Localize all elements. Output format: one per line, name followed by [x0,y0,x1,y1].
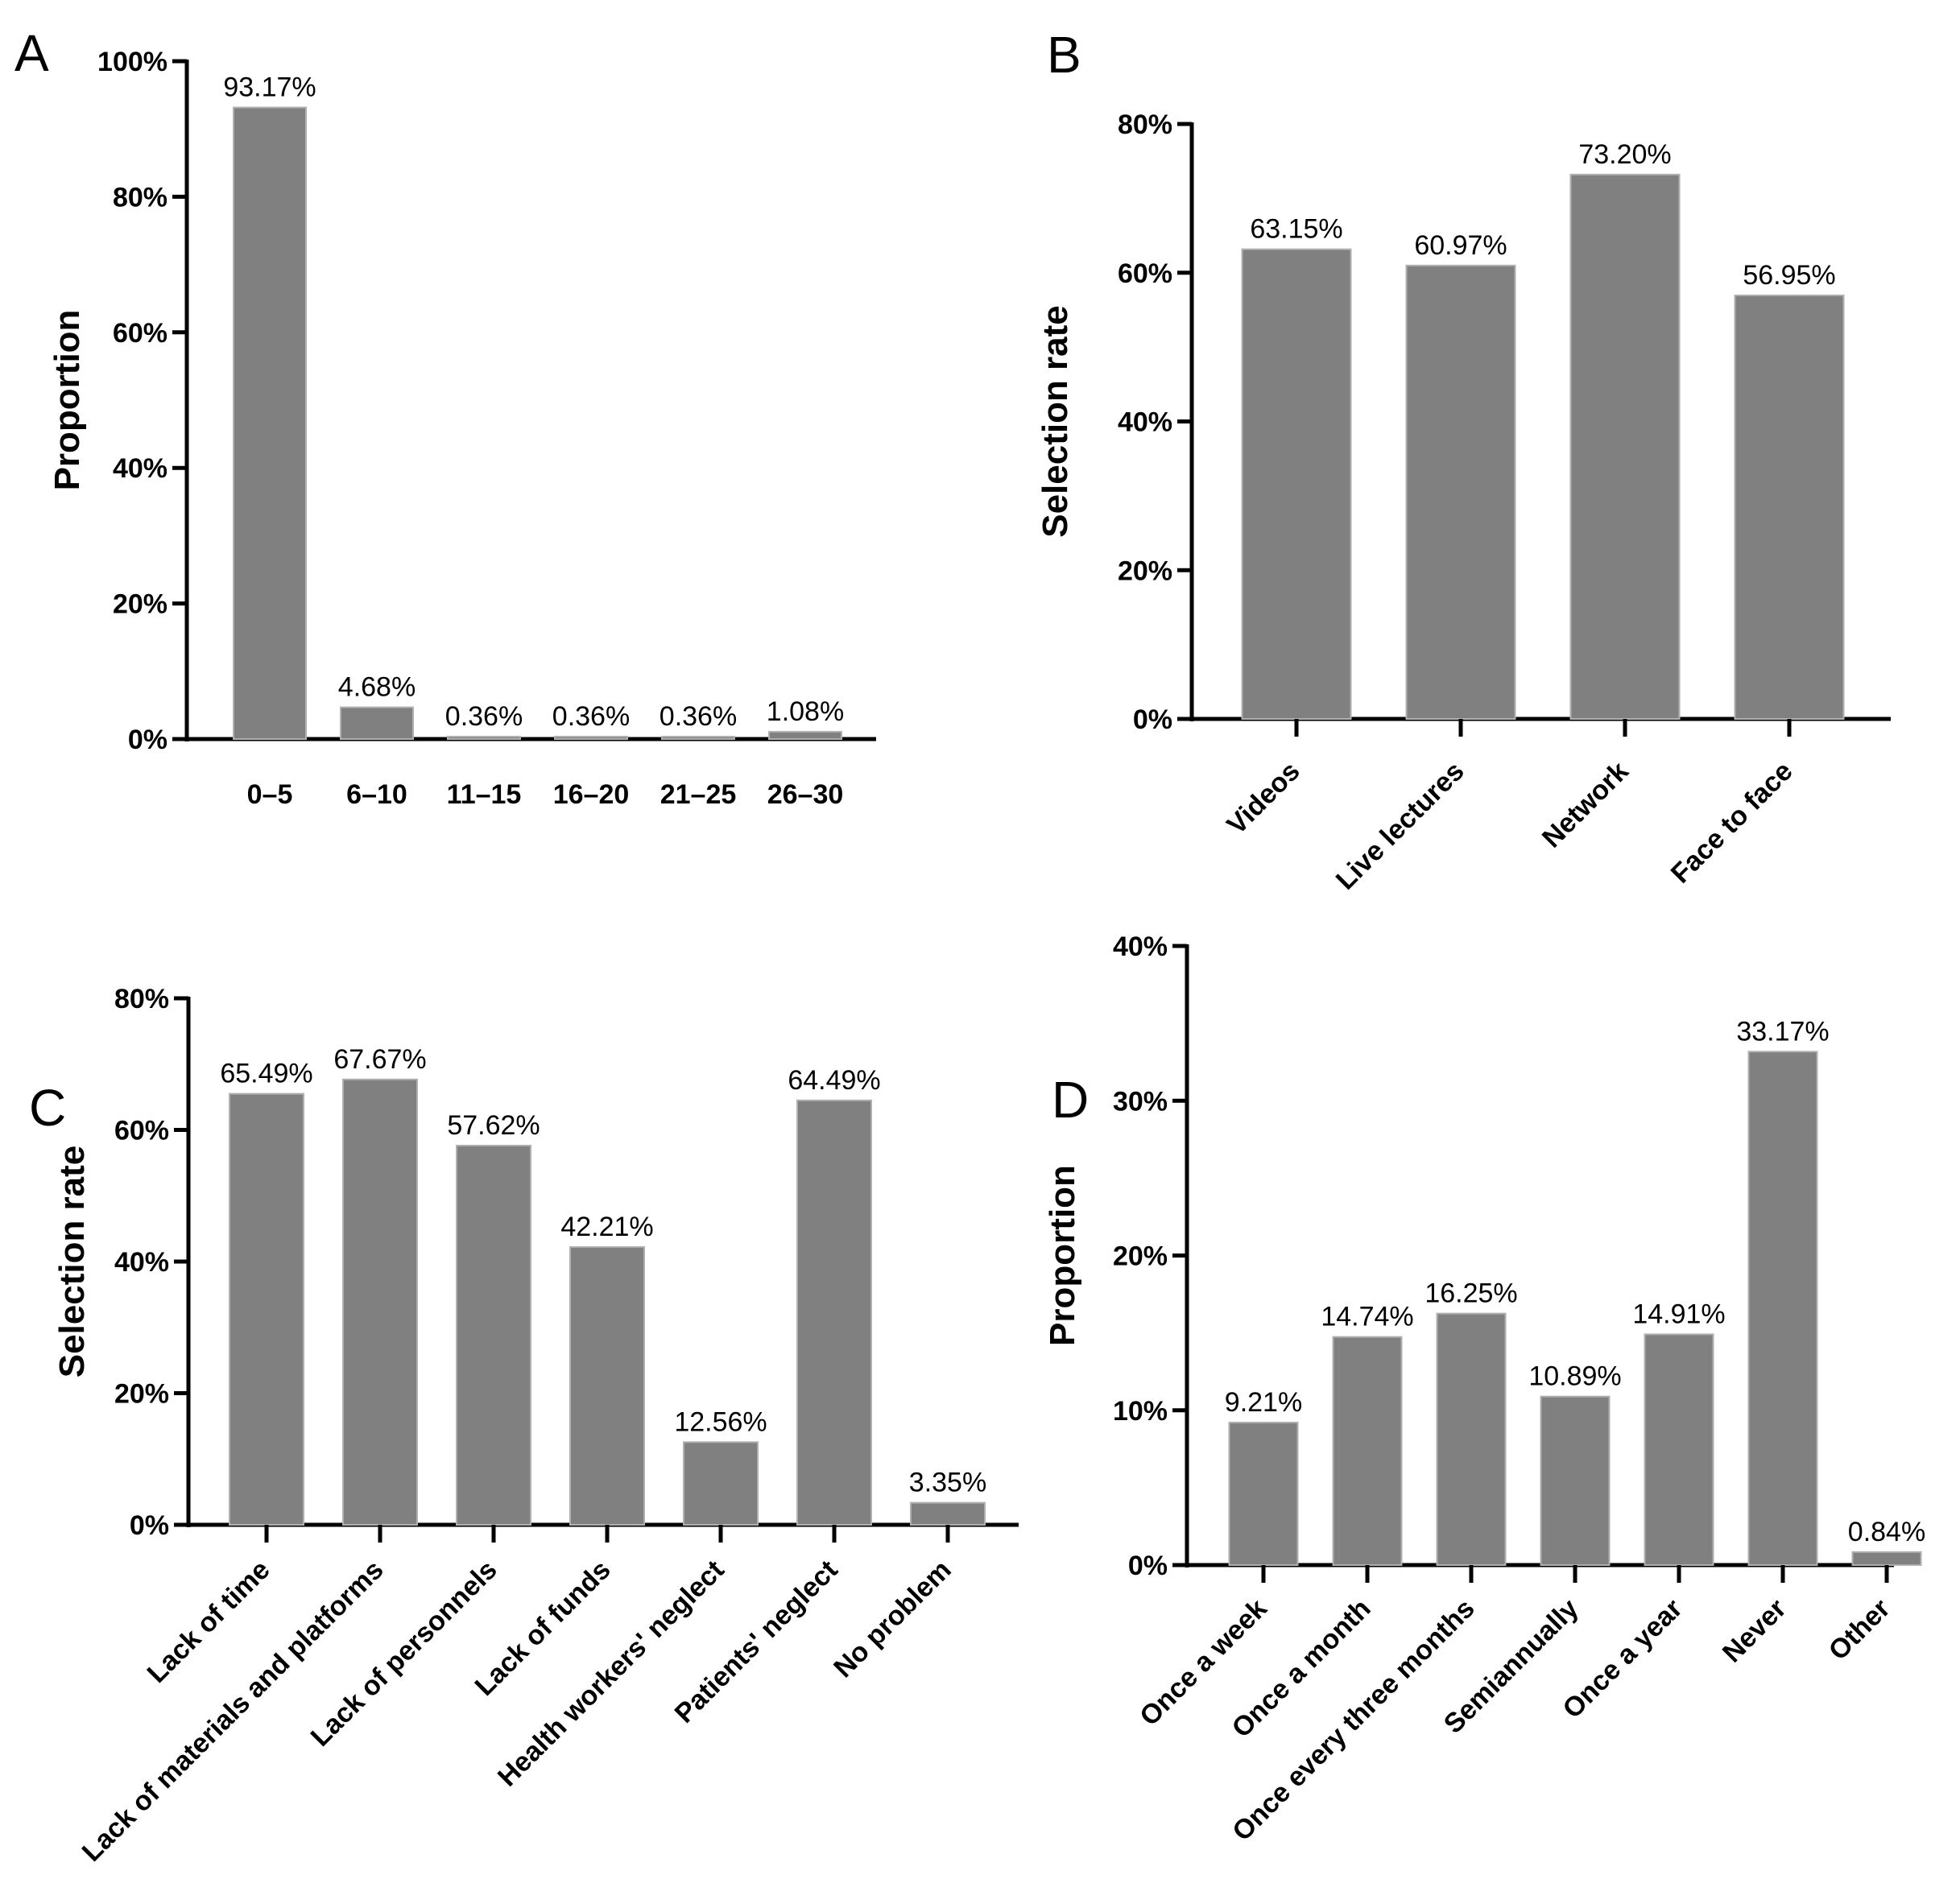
data-label: 0.36% [552,701,630,732]
panel-a: A Proportion 0% 20% 40% 60% 80% 100% 93.17% 0–5 4.… [14,24,876,810]
x-tick-label: Face to face [1665,756,1799,890]
y-tick-label: 20% [114,1379,169,1410]
bar [1851,1551,1922,1566]
data-label: 0.84% [1848,1517,1925,1547]
data-label: 10.89% [1528,1361,1621,1392]
bar [233,106,307,740]
x-tick-label: No problem [828,1555,957,1683]
bar [768,730,842,740]
y-tick-label: 100% [97,47,167,77]
x-tick-label: 6–10 [346,779,407,810]
data-label: 16.25% [1425,1278,1517,1309]
bar [1436,1312,1507,1566]
bar [1747,1051,1818,1566]
y-tick-label: 60% [113,318,167,349]
bar [340,706,414,741]
y-tick-label: 60% [1118,258,1172,289]
bar [1734,294,1845,720]
panel-letter: C [29,1079,66,1137]
x-tick-label: Network [1536,756,1635,854]
y-tick-label: 80% [113,182,167,213]
y-tick-label: 0% [130,1510,169,1541]
data-label: 0.36% [660,701,737,732]
bar [1405,264,1516,720]
bar [447,735,521,741]
data-label: 73.20% [1578,139,1671,170]
bar [796,1099,872,1526]
bar [569,1245,645,1526]
panel-letter: B [1047,26,1081,84]
data-label: 60.97% [1414,230,1507,261]
x-tick-label: 0–5 [247,779,293,810]
x-tick-label: 26–30 [767,779,844,810]
y-axis-title: Proportion [1043,1165,1082,1346]
data-label: 12.56% [674,1406,767,1437]
data-label: 33.17% [1736,1016,1829,1047]
data-label: 64.49% [788,1065,880,1096]
bar [554,735,628,741]
y-tick-label: 80% [114,984,169,1014]
bar [229,1092,304,1526]
y-tick-label: 0% [1133,704,1172,735]
y-tick-label: 40% [1113,931,1168,962]
data-label: 9.21% [1225,1387,1302,1418]
data-label: 56.95% [1743,260,1835,291]
bar [342,1078,418,1526]
y-tick-label: 20% [113,589,167,620]
bar [1241,248,1352,721]
data-label: 0.36% [445,701,523,732]
bar [1540,1395,1611,1567]
x-tick-label: Never [1717,1593,1793,1669]
x-tick-label: 11–15 [447,779,522,810]
data-label: 1.08% [767,696,844,727]
x-tick-label: Health workers' neglect [492,1555,730,1793]
data-label: 14.91% [1632,1299,1725,1329]
panel-letter: D [1052,1071,1089,1129]
bar [661,735,735,741]
panel-c: C Selection rate 0% 20% 40% 60% 80% 65.49% Lack … [29,984,1019,1868]
y-tick-label: 0% [128,725,167,755]
y-axis-title: Selection rate [52,1146,92,1378]
y-tick-label: 0% [1128,1551,1168,1581]
y-tick-label: 40% [113,453,167,484]
data-label: 4.68% [338,672,416,703]
y-tick-label: 20% [1113,1241,1168,1272]
y-tick-label: 60% [114,1116,169,1146]
panel-b: B Selection rate 0% 20% 40% 60% 80% 63.15% Video… [1036,26,1891,896]
bar [456,1144,531,1526]
y-axis-title: Proportion [48,310,87,491]
data-label: 3.35% [909,1468,986,1498]
data-label: 42.21% [560,1212,653,1242]
y-tick-label: 80% [1118,109,1172,140]
bar [1228,1421,1299,1566]
x-tick-label: Lack of personnels [305,1555,503,1753]
bar [1332,1336,1403,1567]
y-tick-label: 40% [114,1247,169,1278]
data-label: 65.49% [220,1059,312,1089]
data-label: 93.17% [223,72,316,103]
y-tick-label: 20% [1118,556,1172,586]
data-label: 67.67% [333,1044,426,1075]
x-tick-label: Other [1823,1593,1896,1667]
y-axis-title: Selection rate [1036,305,1075,538]
data-label: 63.15% [1250,214,1342,245]
y-tick-label: 10% [1113,1396,1168,1427]
bar [683,1441,759,1526]
bar [1644,1333,1714,1566]
x-tick-label: Videos [1221,756,1305,840]
x-tick-label: 21–25 [660,779,737,810]
y-tick-label: 30% [1113,1086,1168,1117]
x-tick-label: Live lectures [1330,756,1470,896]
data-label: 57.62% [447,1110,540,1141]
bar [1569,173,1681,720]
data-label: 14.74% [1321,1302,1413,1332]
x-tick-label: 16–20 [553,779,630,810]
panel-letter: A [14,24,49,82]
y-tick-label: 40% [1118,407,1172,438]
bar [910,1501,986,1526]
